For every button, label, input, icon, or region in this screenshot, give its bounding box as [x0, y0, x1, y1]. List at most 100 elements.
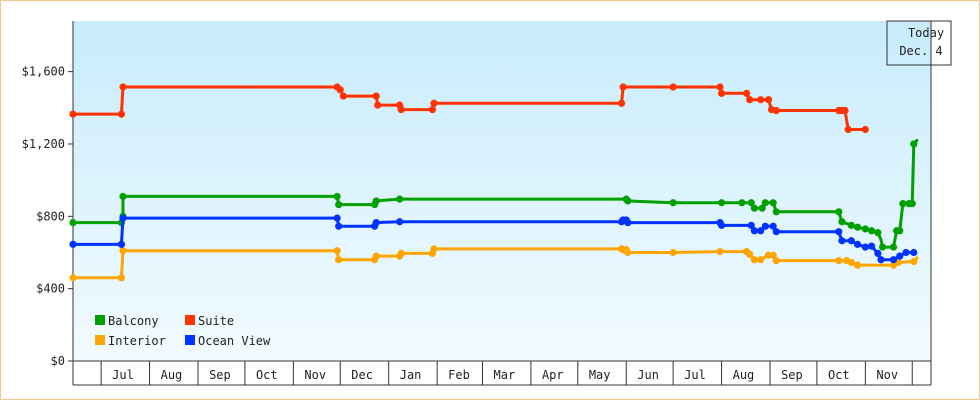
data-point	[853, 261, 862, 269]
data-point	[841, 106, 849, 115]
legend: Balcony Suite Interior Ocean View	[95, 314, 271, 348]
data-point	[896, 252, 904, 260]
data-point	[861, 243, 869, 251]
data-point	[847, 237, 855, 245]
data-point	[769, 251, 777, 259]
data-point	[742, 89, 751, 97]
data-point	[764, 96, 773, 104]
data-point	[335, 222, 343, 230]
series-suite	[69, 83, 869, 134]
data-point	[333, 214, 341, 222]
data-point	[853, 240, 862, 248]
x-month-label: Dec	[351, 368, 373, 382]
data-point	[746, 250, 754, 258]
x-month-label: Mar	[494, 368, 516, 382]
data-point	[874, 228, 882, 237]
data-point	[835, 257, 843, 265]
legend-swatch	[95, 335, 105, 345]
x-month-label: Aug	[161, 368, 183, 382]
x-month-label: Feb	[448, 368, 470, 382]
x-month-label: Aug	[733, 368, 755, 382]
data-point	[747, 199, 755, 207]
y-tick-label: $0	[51, 354, 65, 368]
x-month-label: Jan	[400, 368, 422, 382]
legend-label: Ocean View	[198, 334, 271, 348]
data-point	[669, 248, 677, 257]
series-ocean-view	[69, 214, 918, 264]
data-point	[624, 197, 632, 205]
x-month-label: Oct	[828, 368, 850, 382]
data-point	[669, 83, 677, 91]
data-point	[868, 242, 876, 250]
data-point	[772, 257, 780, 265]
series-balcony	[69, 138, 919, 251]
data-point	[69, 219, 77, 227]
data-point	[835, 208, 843, 216]
data-point	[716, 83, 724, 91]
x-month-label: Jun	[637, 368, 659, 382]
data-point	[117, 274, 126, 282]
data-point	[397, 106, 405, 114]
data-point	[117, 240, 126, 248]
data-point	[374, 101, 382, 109]
data-point	[896, 227, 904, 235]
data-point	[396, 218, 404, 226]
data-point	[757, 227, 765, 235]
legend-label: Interior	[108, 334, 166, 348]
data-point	[769, 199, 777, 207]
data-point	[69, 240, 77, 248]
data-point	[910, 248, 918, 257]
data-point	[910, 140, 918, 148]
today-callout: Today Dec. 4	[886, 20, 952, 66]
data-point	[717, 89, 726, 97]
plot-area	[73, 21, 931, 361]
data-point	[372, 219, 380, 227]
data-point	[717, 199, 726, 207]
data-point	[336, 86, 344, 94]
series-interior	[69, 245, 919, 282]
data-point	[844, 125, 852, 134]
data-point	[902, 248, 910, 257]
x-month-label: Sep	[209, 368, 231, 382]
axes: $0 $400 $800 $1,200 $1,600 Jul Aug Sep Oct Nov Dec…	[22, 21, 932, 386]
x-month-label: Jul	[112, 368, 134, 382]
data-point	[117, 110, 126, 118]
legend-label: Balcony	[108, 314, 159, 328]
data-point	[761, 199, 769, 207]
data-point	[747, 221, 755, 229]
x-month-label: Jul	[684, 368, 706, 382]
legend-swatch	[95, 315, 105, 325]
data-point	[838, 218, 846, 226]
data-point	[750, 256, 758, 264]
today-label: Today	[908, 26, 944, 40]
legend-swatch	[185, 335, 195, 345]
data-point	[430, 99, 438, 107]
data-point	[889, 256, 898, 264]
data-point	[738, 199, 746, 207]
data-point	[889, 243, 898, 251]
data-point	[835, 228, 843, 236]
data-point	[69, 110, 77, 118]
data-point	[624, 248, 632, 257]
x-month-label: Nov	[304, 368, 326, 382]
data-point	[757, 256, 765, 264]
y-tick-label: $1,600	[22, 65, 65, 79]
data-point	[372, 252, 380, 260]
data-point	[861, 125, 869, 134]
data-point	[772, 208, 780, 216]
data-point	[396, 195, 404, 203]
data-point	[878, 243, 887, 251]
data-point	[617, 99, 626, 107]
x-month-label: Sep	[781, 368, 803, 382]
data-point	[758, 204, 766, 212]
x-month-label: May	[589, 368, 611, 382]
data-point	[335, 200, 343, 209]
data-point	[757, 96, 765, 104]
x-month-label: Apr	[542, 368, 564, 382]
data-point	[910, 257, 918, 266]
data-point	[847, 221, 855, 229]
data-point	[430, 245, 438, 253]
data-point	[874, 249, 882, 257]
data-point	[69, 274, 77, 282]
